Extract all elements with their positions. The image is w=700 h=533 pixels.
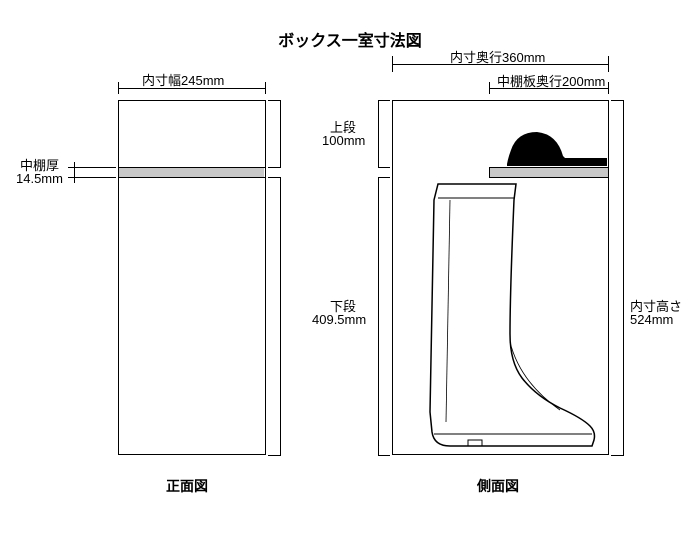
front-bracket-upper-b <box>268 167 281 168</box>
side-shelf-left-edge <box>489 167 490 177</box>
diagram-title: ボックス一室寸法図 <box>0 27 700 51</box>
side-shelf <box>489 167 608 177</box>
thick-ext-bot <box>68 177 116 178</box>
side-depth-tick-r <box>608 56 609 72</box>
side-bracket-lower-v <box>378 177 379 455</box>
front-shelf-line-bot <box>119 177 265 178</box>
side-bracket-upper-b <box>378 167 390 168</box>
front-bracket-upper-v <box>280 100 281 167</box>
front-bracket-upper-t <box>268 100 281 101</box>
side-shelf-depth-tick-r <box>608 82 609 94</box>
front-view-box <box>118 100 266 455</box>
side-shelf-bot <box>489 177 608 178</box>
front-width-dim-tick-l <box>118 82 119 94</box>
side-depth-tick-l <box>392 56 393 72</box>
side-bracket-lower-b <box>378 455 390 456</box>
thick-ext-top <box>68 167 116 168</box>
side-depth-label: 内寸奥行360mm <box>450 47 545 66</box>
side-shelf-depth-tick-l <box>489 82 490 94</box>
lower-section-value: 409.5mm <box>312 312 366 327</box>
front-width-label: 内寸幅245mm <box>142 70 224 89</box>
side-bracket-lower-t <box>378 177 390 178</box>
shelf-thickness-value: 14.5mm <box>16 171 63 186</box>
front-bracket-lower-t <box>268 177 281 178</box>
front-view-label: 正面図 <box>166 476 208 496</box>
side-bracket-upper-v <box>378 100 379 167</box>
side-height-v <box>623 100 624 455</box>
thick-vert <box>74 162 75 183</box>
side-view-label: 側面図 <box>477 476 519 496</box>
front-width-dim-tick-r <box>265 82 266 94</box>
side-shelf-depth-label: 中棚板奥行200mm <box>497 71 605 90</box>
upper-section-value: 100mm <box>322 133 365 148</box>
front-bracket-lower-v <box>280 177 281 455</box>
side-height-t <box>611 100 624 101</box>
front-shelf <box>119 167 264 177</box>
side-bracket-upper-t <box>378 100 390 101</box>
front-shelf-line-top <box>119 167 265 168</box>
side-height-b <box>611 455 624 456</box>
slipper-icon <box>505 128 609 168</box>
inner-height-value: 524mm <box>630 312 673 327</box>
boot-icon <box>410 182 598 454</box>
front-bracket-lower-b <box>268 455 281 456</box>
